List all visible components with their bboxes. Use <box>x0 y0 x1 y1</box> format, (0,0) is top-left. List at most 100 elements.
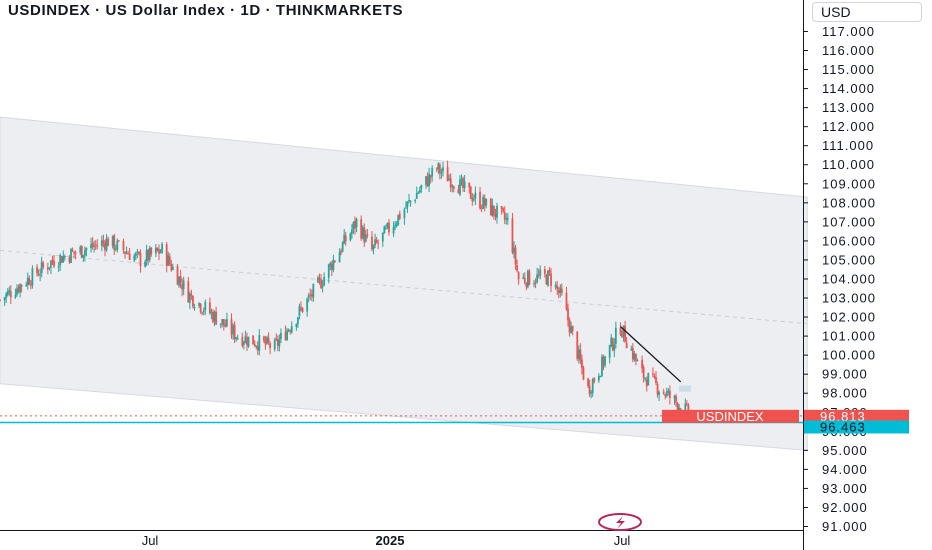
candle-body <box>148 247 151 261</box>
channel-area[interactable] <box>0 116 808 451</box>
candle-body <box>71 250 74 252</box>
y-tick-label: 109.000 <box>822 176 876 191</box>
candle-body <box>82 254 85 258</box>
candle-body <box>354 220 356 229</box>
candle-body <box>662 391 665 394</box>
candle-body <box>645 379 648 387</box>
candle-body <box>192 295 194 307</box>
candle-body <box>309 294 312 296</box>
candle-body <box>213 311 216 322</box>
trendline-handle[interactable] <box>679 385 692 392</box>
candle-body <box>500 206 503 210</box>
candle-body <box>286 330 288 341</box>
candle-body <box>219 323 222 326</box>
candle-body <box>20 284 23 287</box>
candle-body <box>107 238 109 247</box>
candle-body <box>543 269 546 274</box>
candle-body <box>133 255 136 261</box>
candle-body <box>459 179 461 195</box>
candle-body <box>312 284 315 298</box>
trend-line[interactable] <box>620 326 682 383</box>
candle-body <box>474 192 477 199</box>
candle-body <box>215 311 217 325</box>
x-tick-label: 2025 <box>376 533 405 548</box>
candle-body <box>79 246 82 253</box>
currency-selector[interactable]: USD <box>812 2 922 22</box>
candle-body <box>582 367 585 380</box>
candle-body <box>503 212 506 220</box>
candle-body <box>230 319 233 335</box>
y-tick-label: 111.000 <box>822 138 874 153</box>
candle-body <box>601 356 603 376</box>
candle-body <box>624 326 627 343</box>
candle-body <box>588 385 591 395</box>
candle-body <box>414 200 417 202</box>
candle-body <box>320 279 322 289</box>
candle-body <box>442 167 444 172</box>
candle-body <box>545 275 548 285</box>
candle-body <box>502 208 505 212</box>
candle-body <box>147 249 150 261</box>
candle-body <box>619 327 622 335</box>
candle-body <box>26 277 29 286</box>
candle-body <box>221 319 224 324</box>
candle-body <box>14 294 17 298</box>
candle-body <box>452 186 455 189</box>
candle-body <box>80 245 83 258</box>
candle-body <box>437 163 440 169</box>
candle-body <box>668 390 671 398</box>
candle-body <box>550 273 552 286</box>
x-tick-label: Jul <box>142 533 159 548</box>
candle-body <box>255 346 258 348</box>
candle-body <box>187 281 190 303</box>
candle-body <box>526 270 529 288</box>
candle-body <box>568 319 571 333</box>
candle-body <box>204 301 207 311</box>
candle-body <box>161 243 163 253</box>
lightning-bolt-icon[interactable] <box>598 513 642 531</box>
candle-body <box>625 343 628 349</box>
candle-body <box>111 235 114 246</box>
candle-body <box>587 378 589 387</box>
candle-body <box>290 325 293 333</box>
candle-body <box>340 250 343 253</box>
candle-body <box>269 343 272 349</box>
candle-body <box>199 303 202 312</box>
candle-body <box>652 373 654 375</box>
candle-body <box>105 238 108 251</box>
candle-body <box>449 178 452 188</box>
candle-body <box>482 196 485 209</box>
candle-body <box>687 404 690 415</box>
candle-body <box>489 198 492 216</box>
candle-body <box>90 244 92 249</box>
candle-body <box>383 226 386 234</box>
candle-body <box>252 335 255 345</box>
candle-body <box>485 198 488 206</box>
candle-body <box>5 293 8 298</box>
candle-body <box>37 274 40 276</box>
candle-body <box>117 240 120 242</box>
candle-body <box>597 376 600 381</box>
candle-body <box>244 336 247 343</box>
candle-body <box>222 319 225 326</box>
candle-body <box>334 260 336 262</box>
candle-body <box>139 253 142 267</box>
candle-body <box>158 249 160 254</box>
y-tick-label: 100.000 <box>822 348 876 363</box>
candle-body <box>295 323 298 327</box>
candle-body <box>329 263 332 267</box>
candle-body <box>567 308 569 321</box>
candle-body <box>210 311 213 314</box>
y-tick-label: 112.000 <box>822 119 875 134</box>
candle-body <box>128 253 131 260</box>
candle-body <box>287 330 290 332</box>
candle-body <box>113 235 116 250</box>
candle-body <box>593 378 596 382</box>
candle-body <box>608 345 611 358</box>
candle-body <box>127 253 130 255</box>
candle-body <box>159 251 162 253</box>
candle-body <box>403 209 406 219</box>
candle-body <box>384 227 387 229</box>
candle-body <box>60 256 63 263</box>
